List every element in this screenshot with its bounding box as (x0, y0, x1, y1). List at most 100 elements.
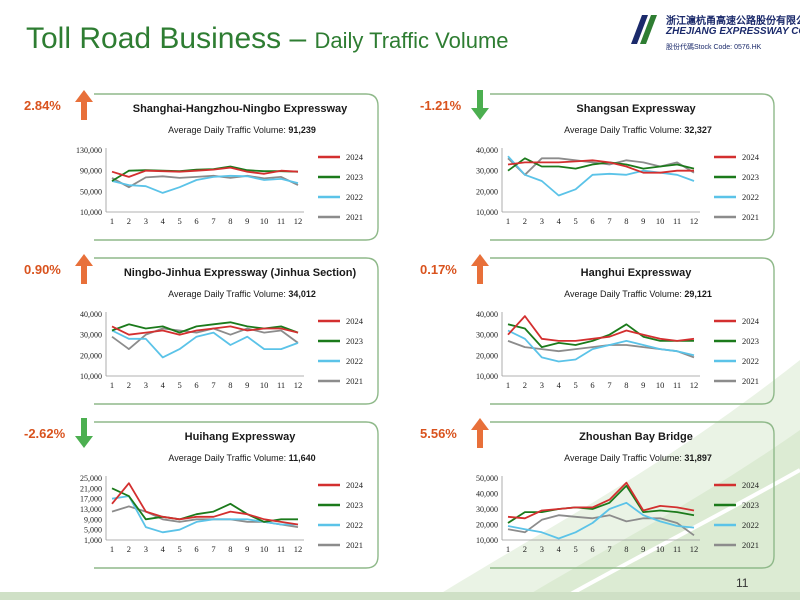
x-tick-label: 2 (523, 216, 527, 226)
legend-label-2024: 2024 (742, 480, 760, 490)
y-tick-label: 90,000 (80, 167, 102, 176)
chart-title: Shanghai-Hangzhou-Ningbo Expressway (133, 103, 348, 115)
x-tick-label: 10 (656, 544, 665, 554)
subtitle-label: Average Daily Traffic Volume: (564, 289, 684, 299)
legend-label-2024: 2024 (742, 152, 760, 162)
subtitle-label: Average Daily Traffic Volume: (564, 453, 684, 463)
legend-label-2021: 2021 (346, 376, 363, 386)
panel-ningbo-jinhua: 0.90% Ningbo-Jinhua Expressway (Jinhua Se… (22, 252, 382, 407)
x-tick-label: 3 (540, 216, 544, 226)
subtitle-label: Average Daily Traffic Volume: (168, 125, 288, 135)
x-tick-label: 11 (673, 544, 681, 554)
y-tick-label: 10,000 (476, 372, 498, 381)
stock-code: 股份代碼Stock Code: 0576.HK (666, 44, 762, 51)
x-tick-label: 4 (161, 216, 166, 226)
x-tick-label: 1 (506, 216, 510, 226)
x-tick-label: 12 (690, 380, 699, 390)
x-tick-label: 9 (641, 544, 645, 554)
subtitle-label: Average Daily Traffic Volume: (168, 289, 288, 299)
y-tick-label: 50,000 (476, 474, 498, 483)
series-line-2022 (507, 501, 695, 540)
x-tick-label: 5 (178, 216, 182, 226)
series-line-2023 (507, 157, 695, 172)
x-tick-label: 8 (228, 216, 232, 226)
y-tick-label: 30,000 (476, 331, 498, 340)
y-tick-label: 20,000 (80, 351, 102, 360)
panel-frame (94, 257, 379, 405)
series-line-2024 (111, 325, 299, 336)
series-line-2022 (111, 174, 299, 194)
x-tick-label: 1 (110, 544, 114, 554)
series-line-2021 (111, 327, 299, 350)
legend-label-2023: 2023 (742, 500, 759, 510)
legend-label-2024: 2024 (742, 316, 760, 326)
panel-huihang: -2.62% Huihang Expressway Average Daily Tr… (22, 416, 382, 571)
legend-label-2024: 2024 (346, 316, 364, 326)
x-tick-label: 8 (228, 380, 232, 390)
arrow-up-icon (471, 254, 489, 284)
panel-frame (490, 93, 775, 241)
legend-label-2023: 2023 (742, 336, 759, 346)
series-line-2024 (507, 315, 695, 342)
y-tick-label: 40,000 (80, 310, 102, 319)
chart-shanghai-hangzhou-ningbo: 2.84% Shanghai-Hangzhou-Ningbo Expressway… (24, 90, 379, 241)
legend-label-2022: 2022 (742, 192, 759, 202)
legend-label-2021: 2021 (742, 376, 759, 386)
y-tick-label: 1,000 (84, 536, 102, 545)
y-tick-label: 5,000 (84, 526, 102, 535)
arrow-down-icon (471, 90, 489, 120)
chart-subtitle: Average Daily Traffic Volume: 11,640 (168, 453, 315, 463)
x-tick-label: 9 (641, 380, 645, 390)
panel-frame (490, 421, 775, 569)
x-tick-label: 1 (110, 380, 114, 390)
y-tick-label: 40,000 (476, 490, 498, 499)
panel-hanghui: 0.17% Hanghui Expressway Average Daily Tra… (418, 252, 778, 407)
x-tick-label: 7 (607, 544, 611, 554)
x-tick-label: 11 (277, 216, 285, 226)
change-percentage: 5.56% (420, 426, 457, 441)
series-line-2021 (507, 514, 695, 537)
y-tick-label: 50,000 (80, 187, 102, 196)
chart-hanghui: 0.17% Hanghui Expressway Average Daily Tra… (420, 254, 775, 405)
x-tick-label: 10 (656, 380, 665, 390)
series-line-2024 (111, 166, 299, 178)
x-tick-label: 12 (294, 380, 303, 390)
change-percentage: 0.17% (420, 262, 457, 277)
y-tick-label: 30,000 (476, 167, 498, 176)
x-tick-label: 2 (127, 544, 131, 554)
x-tick-label: 3 (540, 380, 544, 390)
chart-title: Shangsan Expressway (576, 103, 696, 115)
x-tick-label: 6 (194, 380, 198, 390)
page-title: Toll Road Business – Daily Traffic Volum… (26, 22, 509, 56)
subtitle-value: 31,897 (684, 453, 712, 463)
change-percentage: 2.84% (24, 98, 61, 113)
legend-label-2023: 2023 (346, 500, 363, 510)
subtitle-value: 91,239 (288, 125, 316, 135)
x-tick-label: 10 (260, 216, 269, 226)
x-tick-label: 8 (624, 544, 628, 554)
panel-frame (94, 93, 379, 241)
chart-subtitle: Average Daily Traffic Volume: 91,239 (168, 125, 316, 135)
x-tick-label: 10 (656, 216, 665, 226)
arrow-up-icon (471, 418, 489, 448)
company-logo: 浙江滬杭甬高速公路股份有限公司 ZHEJIANG EXPRESSWAY CO.,… (628, 10, 800, 56)
page-title-main: Toll Road Business – (26, 22, 315, 55)
x-tick-label: 9 (245, 380, 249, 390)
chart-zhoushan-bay-bridge: 5.56% Zhoushan Bay Bridge Average Daily Tr… (420, 418, 775, 569)
arrow-down-icon (75, 418, 93, 448)
x-tick-label: 7 (211, 544, 215, 554)
y-tick-label: 13,000 (80, 505, 102, 514)
chart-title: Ningbo-Jinhua Expressway (Jinhua Section… (124, 267, 357, 279)
x-tick-label: 11 (673, 380, 681, 390)
series-line-2022 (507, 329, 695, 363)
x-tick-label: 1 (506, 380, 510, 390)
x-tick-label: 1 (110, 216, 114, 226)
x-tick-label: 3 (144, 216, 148, 226)
chart-subtitle: Average Daily Traffic Volume: 29,121 (564, 289, 712, 299)
x-tick-label: 9 (641, 216, 645, 226)
chart-title: Huihang Expressway (185, 431, 297, 443)
y-tick-label: 40,000 (476, 310, 498, 319)
chart-title: Zhoushan Bay Bridge (579, 431, 693, 443)
x-tick-label: 2 (523, 380, 527, 390)
